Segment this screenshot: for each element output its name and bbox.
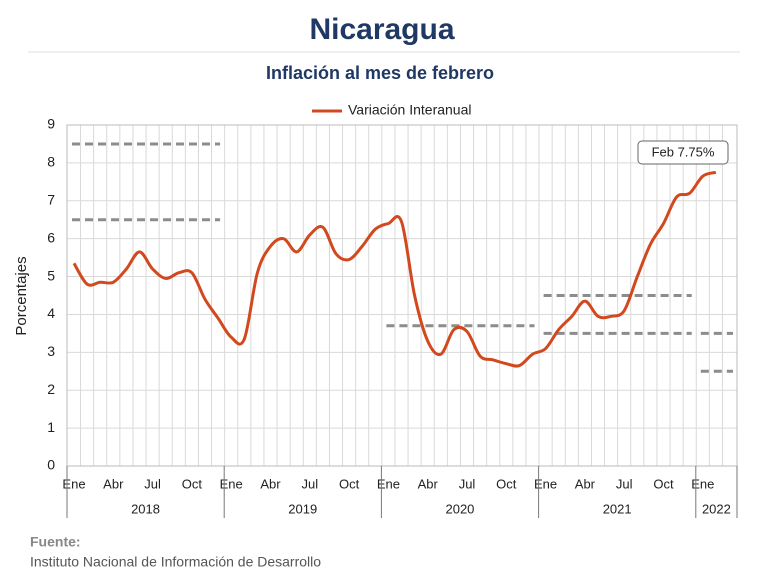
year-label: 2018 (131, 501, 160, 516)
chart-title: Nicaragua (309, 13, 454, 46)
y-tick-label: 8 (47, 154, 55, 170)
source: Instituto Nacional de Información de Des… (30, 554, 321, 570)
x-tick-label: Jul (459, 476, 476, 491)
x-tick-label: Jul (616, 476, 633, 491)
legend-label: Variación Interanual (348, 102, 471, 118)
x-tick-label: Jul (144, 476, 161, 491)
y-tick-label: 4 (47, 305, 55, 321)
y-tick-label: 0 (47, 457, 55, 473)
annotation-box (637, 140, 729, 165)
year-label: 2019 (288, 501, 317, 516)
plot-frame (66, 124, 738, 467)
y-tick-label: 1 (47, 419, 55, 435)
x-tick-label: Abr (575, 476, 596, 491)
annotation: Feb 7.75% (652, 144, 715, 159)
y-tick-label: 2 (47, 381, 55, 397)
x-tick-label: Oct (182, 476, 203, 491)
x-tick-label: Abr (260, 476, 281, 491)
chart-subtitle: Inflación al mes de febrero (266, 63, 494, 83)
data-line (72, 170, 717, 368)
y-tick-label: 5 (47, 267, 55, 283)
x-tick-label: Oct (653, 476, 674, 491)
x-tick-label: Ene (377, 476, 400, 491)
x-tick-label: Ene (691, 476, 714, 491)
y-tick-label: 6 (47, 229, 55, 245)
y-axis-label: Porcentajes (13, 256, 30, 335)
y-tick-label: 9 (47, 116, 55, 132)
y-tick-label: 7 (47, 191, 55, 207)
year-label: 2022 (702, 501, 731, 516)
x-tick-label: Abr (418, 476, 439, 491)
x-tick-label: Jul (301, 476, 318, 491)
x-tick-label: Ene (534, 476, 557, 491)
source-label: Fuente: (30, 534, 81, 550)
x-tick-label: Abr (103, 476, 124, 491)
x-tick-label: Ene (220, 476, 243, 491)
y-tick-label: 3 (47, 343, 55, 359)
x-tick-label: Oct (496, 476, 517, 491)
year-label: 2021 (603, 501, 632, 516)
year-label: 2020 (445, 501, 474, 516)
x-tick-label: Oct (339, 476, 360, 491)
x-tick-label: Ene (62, 476, 85, 491)
